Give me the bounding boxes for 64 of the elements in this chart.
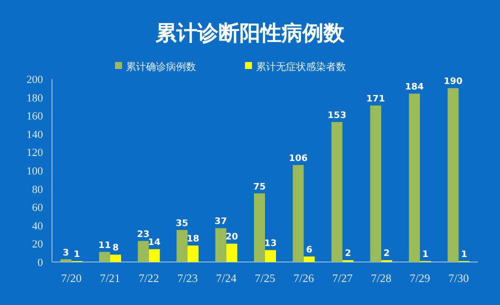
chart-title: 累计诊断阳性病例数 [154, 21, 346, 45]
x-tick-label: 7/25 [254, 273, 276, 285]
bar [304, 256, 315, 262]
bar [138, 240, 149, 262]
bar [148, 249, 160, 262]
data-label: 20 [226, 232, 238, 243]
x-tick-label: 7/26 [294, 273, 314, 285]
bar [226, 244, 238, 262]
data-label: 14 [148, 238, 161, 248]
x-tick-label: 7/28 [370, 273, 392, 285]
y-tick-label: 140 [26, 128, 44, 141]
x-tick-label: 7/29 [410, 273, 430, 285]
data-label: 23 [137, 230, 150, 240]
bar [331, 122, 342, 262]
y-tick-label: 120 [26, 147, 44, 160]
data-label: 1 [461, 250, 468, 260]
data-label: 171 [366, 94, 386, 105]
bar [408, 94, 420, 262]
legend-label: 累计无症状感染者数 [256, 61, 346, 73]
data-label: 75 [253, 182, 266, 192]
y-tick-label: 180 [26, 92, 44, 104]
data-label: 1 [422, 250, 429, 260]
y-tick-label: 60 [32, 202, 44, 214]
bar [215, 228, 226, 262]
data-label: 2 [344, 249, 352, 260]
y-tick-label: 200 [26, 74, 44, 86]
bar [448, 88, 459, 262]
data-label: 18 [186, 234, 200, 245]
data-label: 106 [288, 154, 308, 164]
bar [188, 246, 199, 262]
data-label: 13 [264, 239, 277, 250]
x-tick-label: 7/30 [448, 273, 470, 285]
bar [60, 259, 72, 262]
data-label: 8 [112, 244, 119, 254]
y-tick-label: 80 [32, 184, 44, 196]
data-label: 37 [214, 217, 228, 228]
y-tick-label: 0 [38, 257, 44, 269]
bar [370, 106, 382, 262]
data-label: 153 [328, 111, 346, 122]
data-label: 6 [306, 246, 312, 256]
data-label: 184 [405, 82, 424, 93]
bar [110, 254, 122, 262]
y-tick-label: 100 [26, 166, 44, 178]
y-tick-label: 160 [26, 110, 44, 123]
data-label: 190 [444, 77, 463, 88]
x-tick-label: 7/20 [61, 273, 82, 285]
x-tick-label: 7/24 [216, 273, 237, 285]
x-tick-label: 7/23 [177, 273, 198, 285]
bar [292, 165, 304, 262]
x-tick-label: 7/21 [100, 273, 121, 285]
bar [99, 252, 110, 262]
x-tick-label: 7/22 [138, 273, 160, 285]
y-tick-label: 20 [32, 238, 44, 251]
legend-label: 累计确诊病例数 [126, 61, 196, 73]
data-label: 3 [62, 248, 69, 258]
bar [254, 193, 265, 262]
x-tick-label: 7/27 [332, 273, 353, 285]
data-label: 2 [384, 249, 390, 260]
data-label: 1 [74, 250, 80, 260]
bar [176, 230, 188, 262]
bar [265, 250, 276, 262]
data-label: 11 [98, 240, 111, 251]
y-tick-label: 40 [32, 220, 44, 232]
data-label: 35 [176, 218, 188, 229]
